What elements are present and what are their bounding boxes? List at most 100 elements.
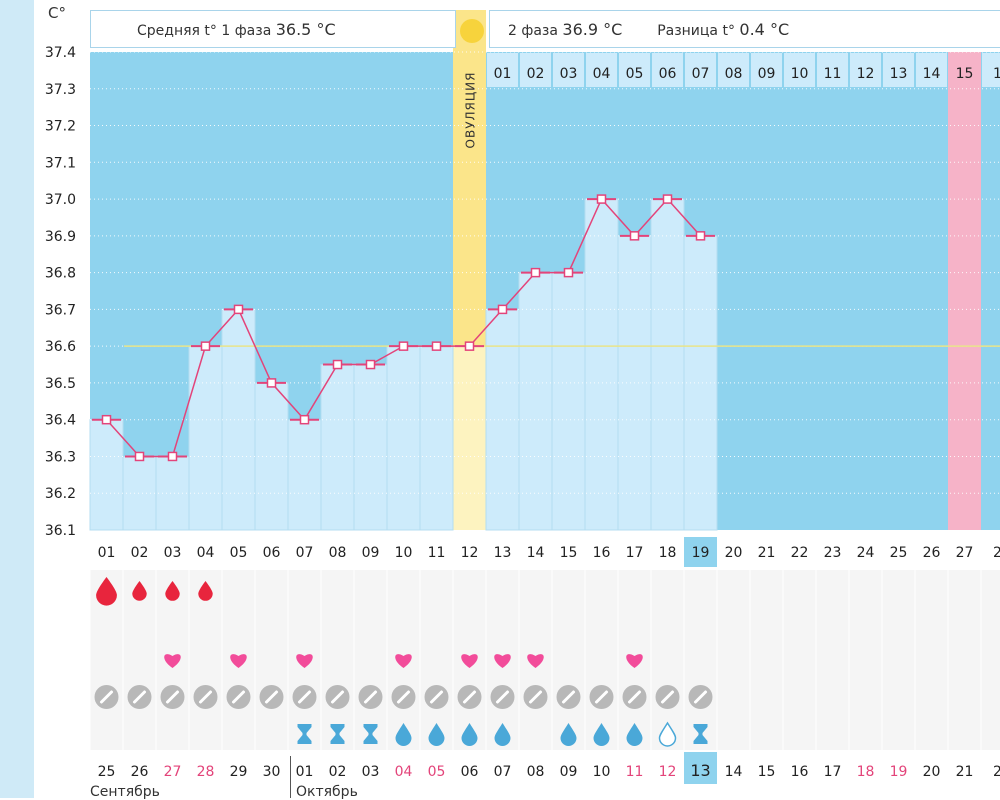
temperature-point[interactable] bbox=[233, 304, 244, 315]
menstruation-drop-icon[interactable] bbox=[198, 581, 213, 601]
menstruation-drop-icon[interactable] bbox=[132, 581, 147, 601]
phase2-day-label: 12 bbox=[857, 66, 875, 82]
ovulation-sun-icon bbox=[460, 19, 484, 43]
cycle-day-label: 06 bbox=[263, 545, 281, 561]
test-icon-slash bbox=[331, 690, 344, 704]
test-icon-slash bbox=[133, 690, 146, 704]
temperature-point[interactable] bbox=[365, 359, 376, 370]
mucus-drop-icon[interactable] bbox=[461, 723, 478, 746]
test-icon-slash bbox=[562, 690, 575, 704]
cycle-day-label: 15 bbox=[560, 545, 578, 561]
symbol-row-bg bbox=[90, 714, 1000, 750]
cycle-day-label: 08 bbox=[329, 545, 347, 561]
mucus-hourglass-icon[interactable] bbox=[363, 724, 378, 744]
mucus-hourglass-icon[interactable] bbox=[330, 724, 345, 744]
calendar-date: 05 bbox=[428, 764, 446, 780]
temperature-point[interactable] bbox=[497, 304, 508, 315]
phase2-day-label: 14 bbox=[923, 66, 941, 82]
mucus-drop-icon[interactable] bbox=[395, 723, 412, 746]
period-forecast-column bbox=[948, 52, 981, 530]
mucus-drop-icon[interactable] bbox=[428, 723, 445, 746]
y-tick-label: 36.2 bbox=[45, 486, 76, 502]
phase2-day-label: 11 bbox=[824, 66, 842, 82]
ovulation-label: ОВУЛЯЦИЯ bbox=[464, 72, 478, 149]
mucus-drop-empty-icon[interactable] bbox=[658, 721, 677, 747]
heart-icon[interactable] bbox=[164, 654, 181, 668]
mucus-drop-icon[interactable] bbox=[626, 723, 643, 746]
temperature-point[interactable] bbox=[200, 341, 211, 351]
calendar-date: 30 bbox=[263, 764, 281, 780]
phase2-day-cell bbox=[586, 53, 617, 87]
phase2-day-cell bbox=[751, 53, 782, 87]
y-tick-label: 37.2 bbox=[45, 119, 76, 135]
cycle-day-label: 26 bbox=[923, 545, 941, 561]
phase2-day-label: 02 bbox=[527, 66, 545, 82]
heart-icon[interactable] bbox=[461, 654, 478, 668]
temperature-point[interactable] bbox=[299, 414, 310, 425]
cycle-day-label: 10 bbox=[395, 545, 413, 561]
phase2-day-label: 04 bbox=[593, 66, 611, 82]
cycle-day-label: 17 bbox=[626, 545, 644, 561]
phase2-day-cell bbox=[553, 53, 584, 87]
today-highlight bbox=[684, 537, 717, 567]
temperature-point[interactable] bbox=[662, 194, 673, 204]
phase2-day-cell bbox=[685, 53, 716, 87]
mucus-hourglass-icon[interactable] bbox=[297, 724, 312, 744]
heart-icon[interactable] bbox=[395, 654, 412, 668]
heart-icon[interactable] bbox=[527, 654, 544, 668]
y-tick-label: 36.5 bbox=[45, 376, 76, 392]
phase2-day-cell bbox=[520, 53, 551, 87]
phase1-label: Средняя t° 1 фаза bbox=[137, 23, 272, 39]
temperature-point[interactable] bbox=[563, 267, 574, 278]
temperature-bar bbox=[320, 364, 355, 531]
mucus-drop-icon[interactable] bbox=[593, 723, 610, 746]
calendar-date: 29 bbox=[230, 764, 248, 780]
cycle-day-label: 23 bbox=[824, 545, 842, 561]
y-tick-label: 37.3 bbox=[45, 82, 76, 98]
calendar-date: 09 bbox=[560, 764, 578, 780]
heart-icon[interactable] bbox=[626, 654, 643, 668]
temperature-point[interactable] bbox=[398, 341, 409, 351]
cycle-day-label: 09 bbox=[362, 545, 380, 561]
menstruation-drop-icon[interactable] bbox=[96, 577, 117, 606]
symbol-row-bg bbox=[90, 606, 1000, 642]
temperature-point[interactable] bbox=[134, 451, 145, 462]
month-divider bbox=[290, 756, 291, 798]
test-icon-slash bbox=[232, 690, 245, 704]
mucus-drop-icon[interactable] bbox=[494, 723, 511, 746]
temperature-point[interactable] bbox=[101, 414, 112, 425]
menstruation-drop-icon[interactable] bbox=[165, 581, 180, 601]
phase2-day-label: 06 bbox=[659, 66, 677, 82]
temperature-point[interactable] bbox=[530, 267, 541, 278]
cycle-day-label: 16 bbox=[593, 545, 611, 561]
y-tick-label: 36.9 bbox=[45, 229, 76, 245]
temperature-point[interactable] bbox=[464, 341, 475, 351]
y-tick-label: 37.4 bbox=[45, 45, 76, 61]
phase2-day-label: 05 bbox=[626, 66, 644, 82]
test-icon-slash bbox=[595, 690, 608, 704]
cycle-day-label: 2 bbox=[993, 545, 1000, 561]
temperature-point[interactable] bbox=[695, 231, 706, 241]
mucus-hourglass-icon[interactable] bbox=[693, 724, 708, 744]
y-tick-label: 36.7 bbox=[45, 302, 76, 318]
calendar-date: 12 bbox=[659, 764, 677, 780]
cycle-day-label: 11 bbox=[428, 545, 446, 561]
temperature-point[interactable] bbox=[332, 359, 343, 370]
temperature-point[interactable] bbox=[431, 341, 442, 351]
heart-icon[interactable] bbox=[230, 654, 247, 668]
cycle-day-label: 24 bbox=[857, 545, 875, 561]
temperature-point[interactable] bbox=[167, 451, 178, 462]
temperature-point[interactable] bbox=[629, 231, 640, 241]
mucus-drop-icon[interactable] bbox=[560, 723, 577, 746]
temperature-point[interactable] bbox=[266, 378, 277, 388]
test-icon-slash bbox=[628, 690, 641, 704]
cycle-day-label: 04 bbox=[197, 545, 215, 561]
month-label-october: Октябрь bbox=[296, 784, 358, 800]
heart-icon[interactable] bbox=[296, 654, 313, 668]
phase2-day-cell bbox=[916, 53, 947, 87]
temperature-point[interactable] bbox=[596, 194, 607, 204]
phase1-value: 36.5 °C bbox=[275, 20, 336, 39]
heart-icon[interactable] bbox=[494, 654, 511, 668]
cycle-day-label: 12 bbox=[461, 545, 479, 561]
cycle-day-label: 25 bbox=[890, 545, 908, 561]
